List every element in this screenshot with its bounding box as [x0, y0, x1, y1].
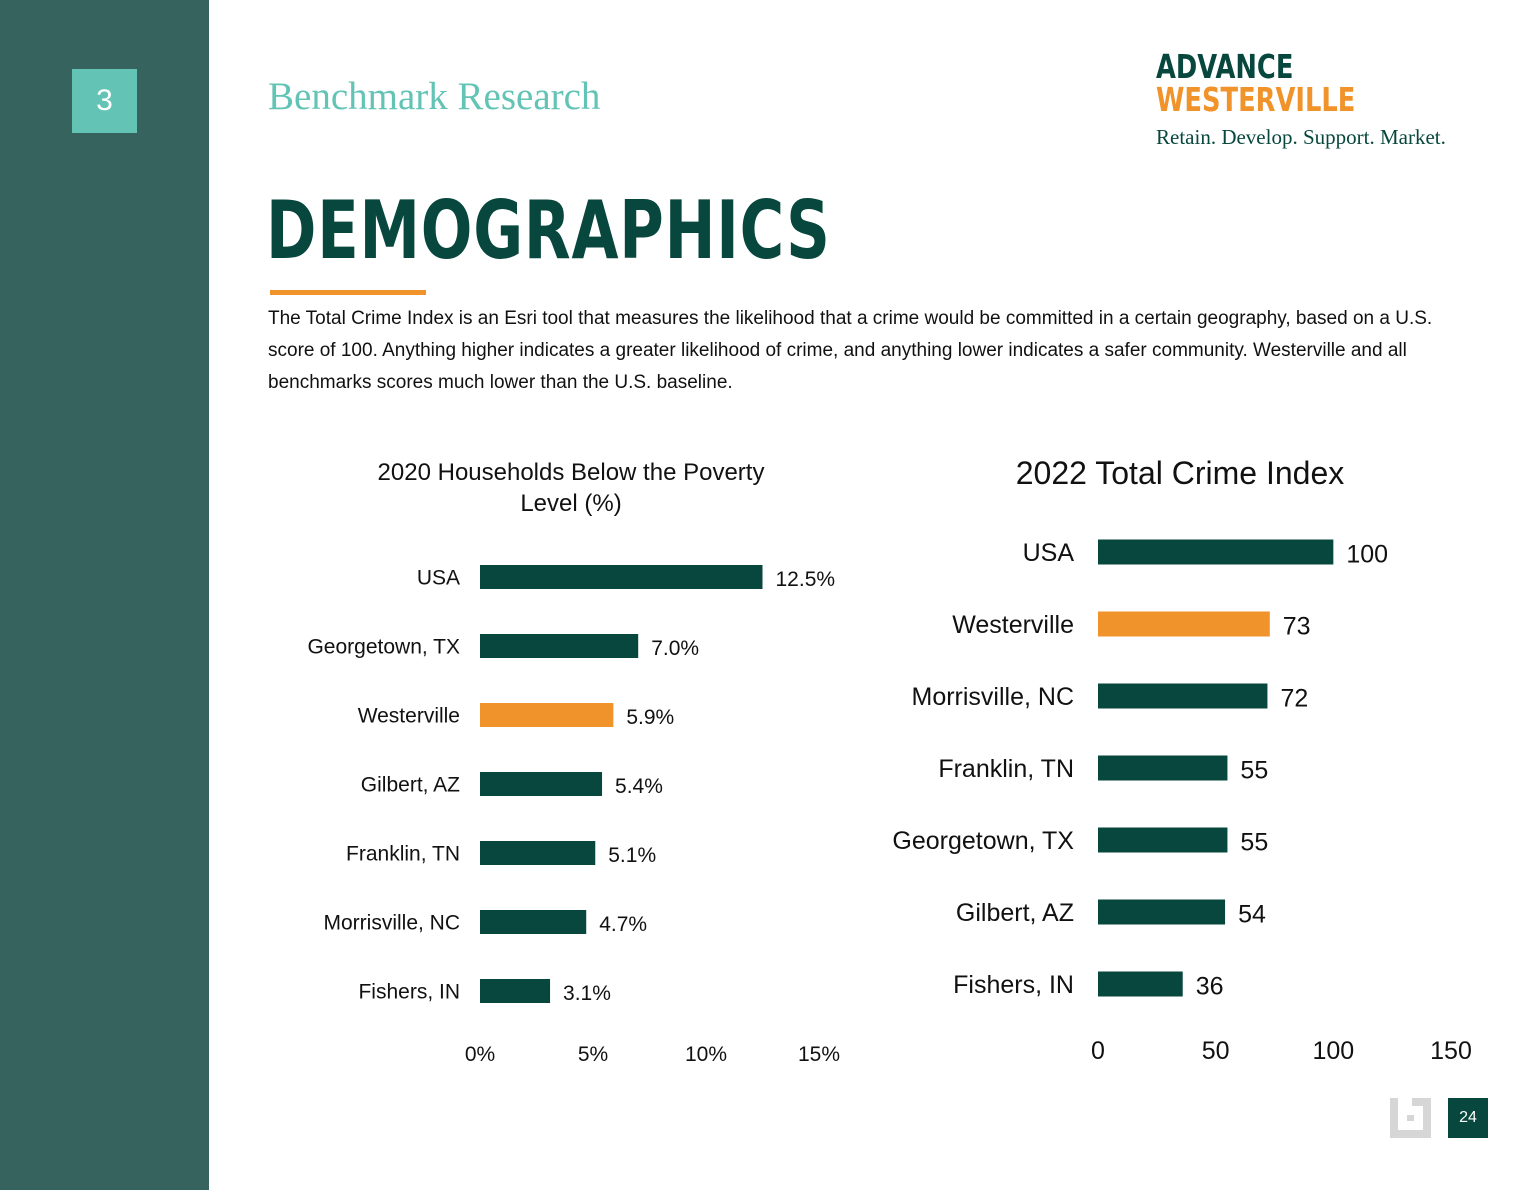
- title-underline: [270, 290, 426, 295]
- bar: [480, 772, 603, 796]
- bar: [1098, 755, 1228, 781]
- x-tick-label: 10%: [685, 1043, 727, 1066]
- category-label: USA: [1023, 539, 1075, 567]
- logo-line-2: WESTERVILLE: [1156, 80, 1356, 119]
- brand-mark-icon: [1390, 1098, 1431, 1138]
- x-tick-label: 0%: [465, 1043, 495, 1066]
- data-label: 73: [1283, 613, 1311, 641]
- data-label: 3.1%: [563, 982, 611, 1005]
- chart-title-line: 2022 Total Crime Index: [1016, 455, 1344, 491]
- category-label: Georgetown, TX: [892, 827, 1074, 855]
- category-label: Franklin, TN: [346, 842, 460, 865]
- page-number: 24: [1448, 1098, 1488, 1138]
- bar: [1098, 611, 1270, 637]
- data-label: 5.1%: [608, 844, 656, 867]
- data-label: 72: [1280, 685, 1308, 713]
- x-tick-label: 0: [1091, 1037, 1105, 1065]
- category-label: Morrisville, NC: [912, 683, 1075, 711]
- section-title: Benchmark Research: [268, 75, 601, 118]
- category-label: Fishers, IN: [953, 971, 1074, 999]
- bar: [1098, 971, 1183, 997]
- x-tick-label: 5%: [578, 1043, 608, 1066]
- data-label: 55: [1240, 757, 1268, 785]
- page-title: DEMOGRAPHICS: [266, 184, 831, 277]
- crime-index-bar-chart: 2022 Total Crime Index USA 100 Westerville 7…: [892, 455, 1472, 1065]
- logo: ADVANCE WESTERVILLE Retain. Develop. Sup…: [1156, 50, 1496, 150]
- logo-line-1: ADVANCE: [1156, 47, 1294, 86]
- chart-title-line: 2020 Households Below the Poverty: [378, 459, 765, 486]
- bar: [480, 634, 639, 658]
- data-label: 12.5%: [776, 568, 836, 591]
- data-label: 5.4%: [615, 775, 663, 798]
- category-label: Morrisville, NC: [324, 911, 461, 934]
- bar: [1098, 899, 1226, 925]
- data-label: 55: [1240, 829, 1268, 857]
- bar: [1098, 683, 1268, 709]
- section-number-badge: 3: [72, 69, 137, 133]
- data-label: 36: [1196, 973, 1224, 1001]
- bar: [1098, 827, 1228, 853]
- category-label: Gilbert, AZ: [361, 773, 460, 796]
- category-label: Westerville: [952, 611, 1074, 639]
- x-tick-label: 150: [1430, 1037, 1472, 1065]
- x-tick-label: 100: [1312, 1037, 1354, 1065]
- poverty-bar-chart: 2020 Households Below the Poverty Level (…: [307, 459, 840, 1066]
- category-label: Franklin, TN: [938, 755, 1074, 783]
- bar: [1098, 539, 1334, 565]
- bar: [480, 979, 551, 1003]
- category-label: Georgetown, TX: [307, 635, 460, 658]
- data-label: 4.7%: [599, 913, 647, 936]
- sidebar: 3: [0, 0, 209, 1190]
- data-label: 54: [1238, 901, 1266, 929]
- category-label: Gilbert, AZ: [956, 899, 1074, 927]
- category-label: USA: [417, 566, 460, 589]
- logo-tagline: Retain. Develop. Support. Market.: [1156, 125, 1446, 149]
- category-label: Westerville: [358, 704, 460, 727]
- bar: [480, 565, 763, 589]
- data-label: 7.0%: [651, 637, 699, 660]
- bar: [480, 910, 587, 934]
- intro-paragraph: The Total Crime Index is an Esri tool th…: [268, 308, 1433, 393]
- data-label: 5.9%: [626, 706, 674, 729]
- category-label: Fishers, IN: [358, 980, 460, 1003]
- bar: [480, 841, 596, 865]
- data-label: 100: [1346, 541, 1388, 569]
- chart-title-line: Level (%): [520, 490, 621, 517]
- x-tick-label: 15%: [798, 1043, 840, 1066]
- bar: [480, 703, 614, 727]
- x-tick-label: 50: [1202, 1037, 1230, 1065]
